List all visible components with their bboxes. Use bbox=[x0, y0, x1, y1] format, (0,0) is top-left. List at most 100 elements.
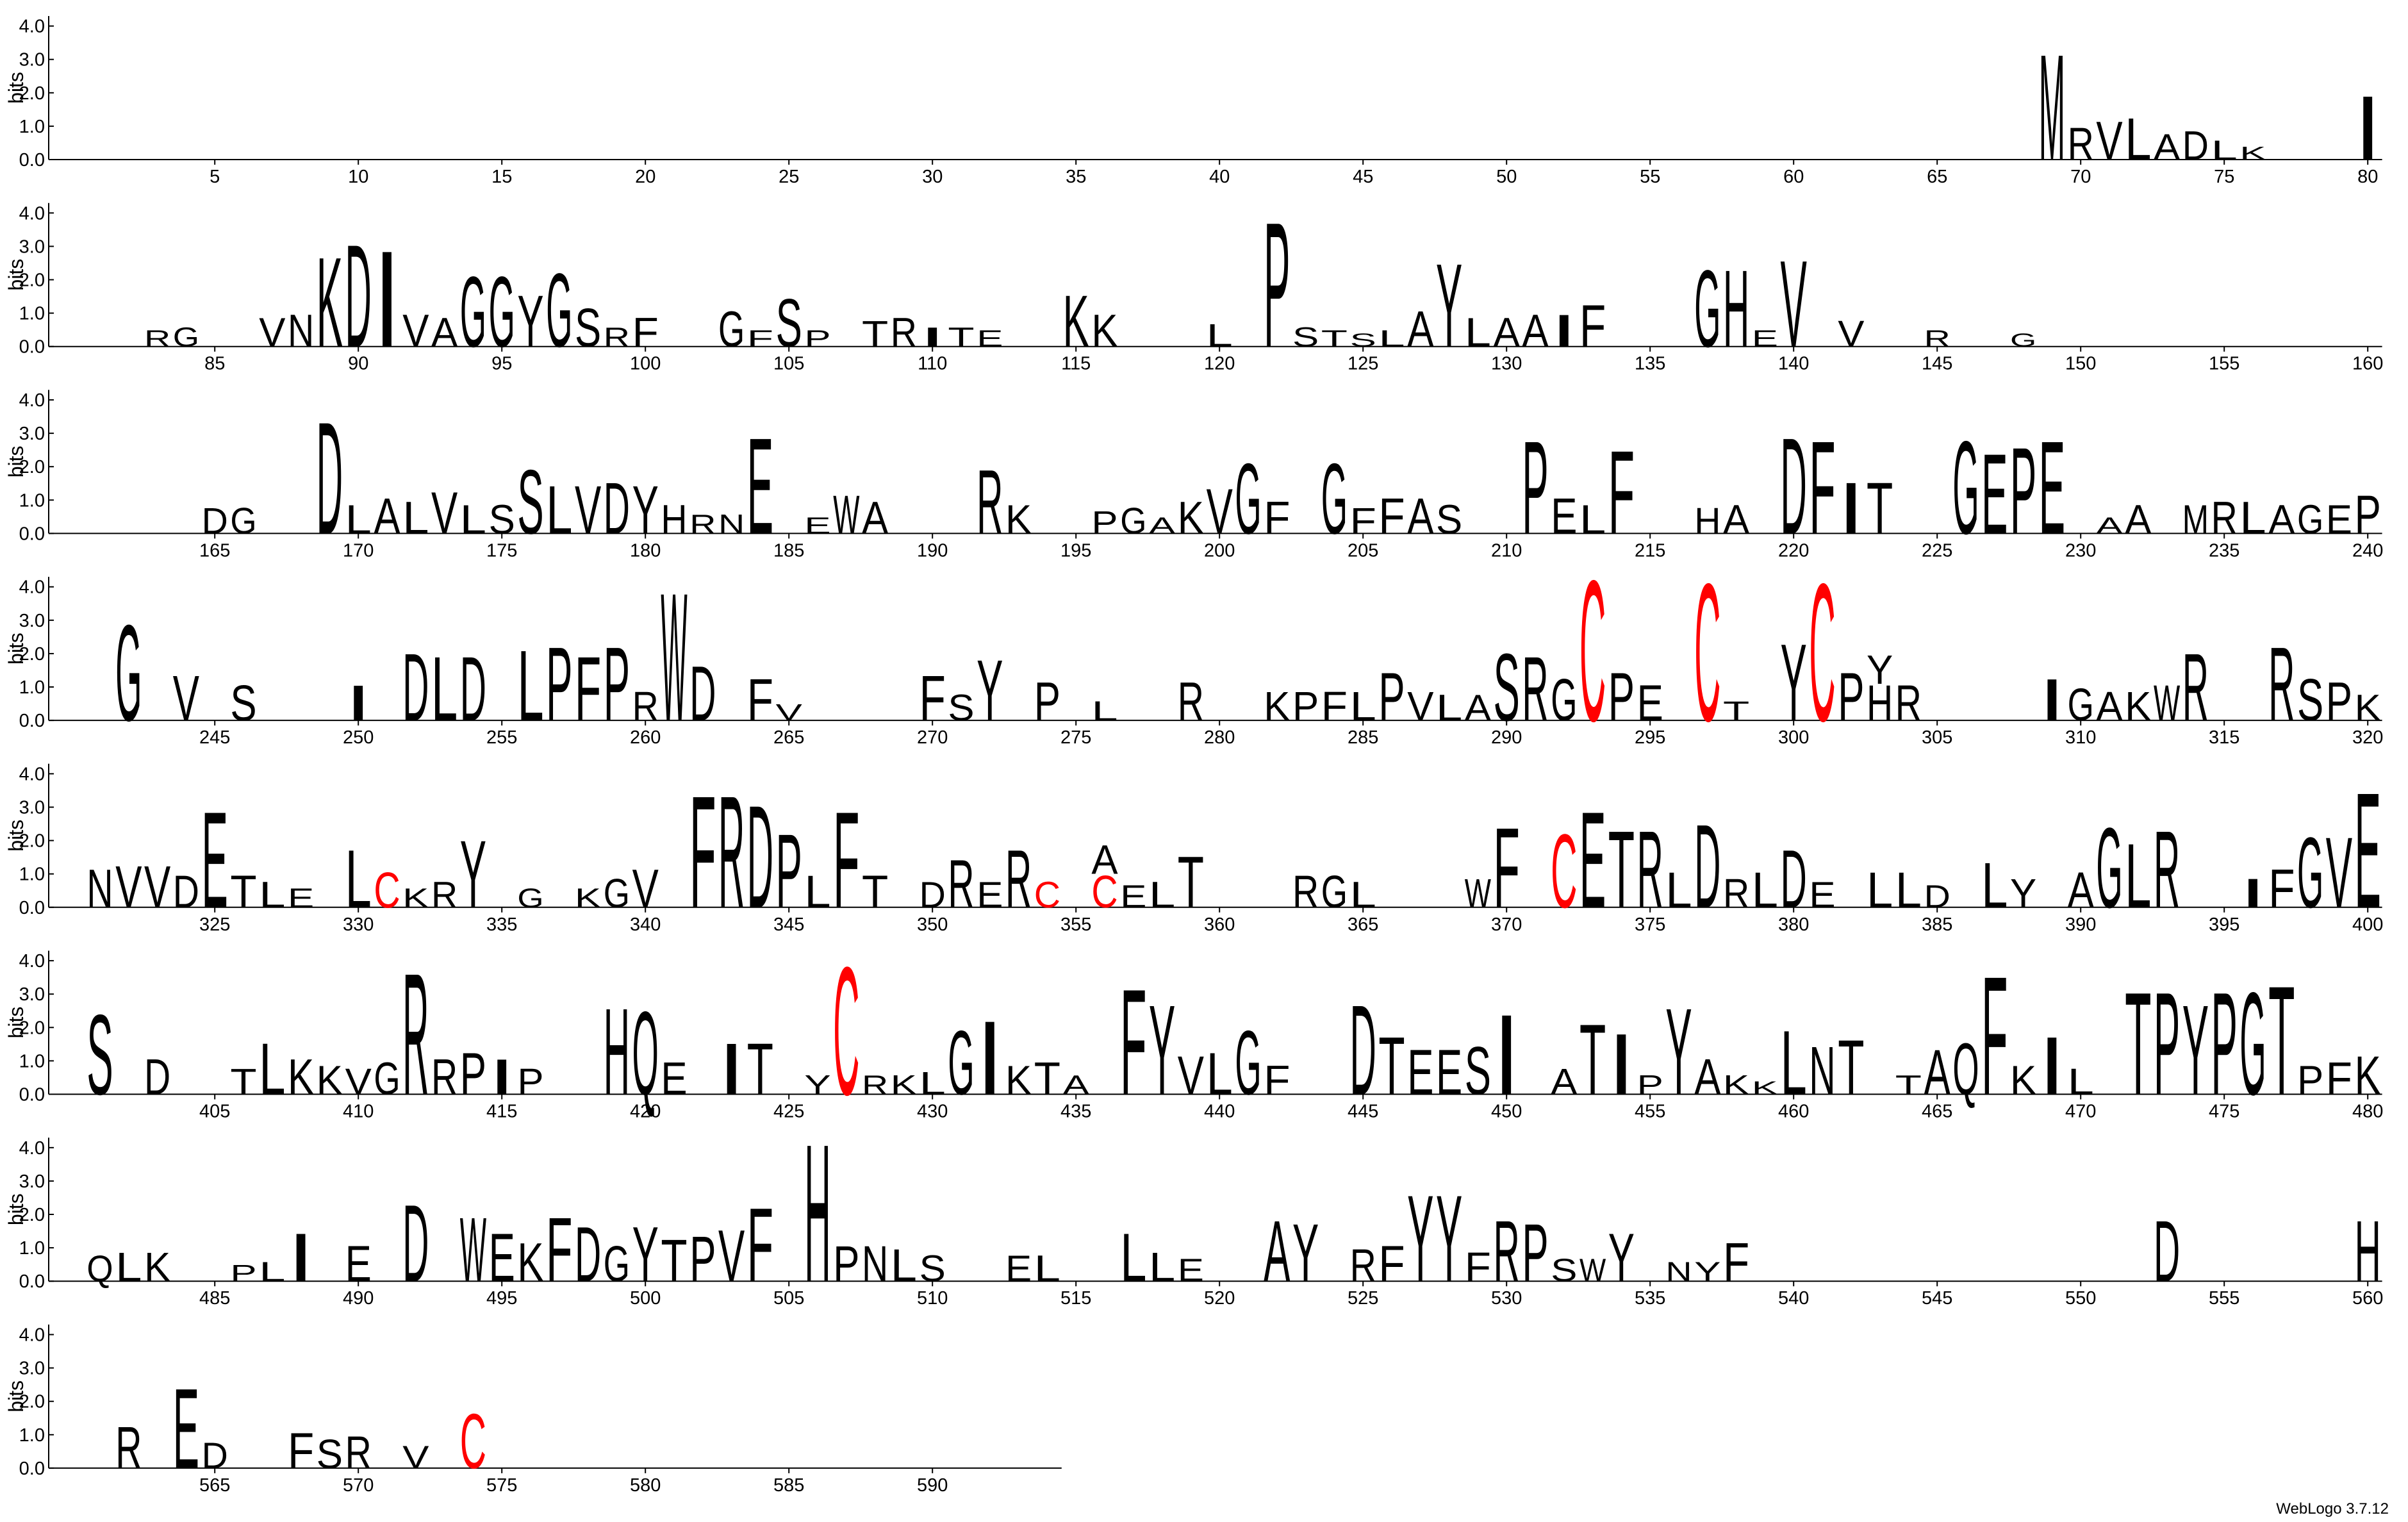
y-tick-label: 1.0 bbox=[19, 490, 45, 511]
logo-letter: C bbox=[460, 1398, 486, 1485]
y-tick-label: 0.0 bbox=[19, 1085, 45, 1105]
logo-letter: L bbox=[1091, 696, 1117, 727]
logo-letter: L bbox=[1350, 875, 1376, 916]
logo-letter: W bbox=[1465, 870, 1492, 916]
logo-letter: G bbox=[1120, 500, 1146, 542]
x-tick-label: 390 bbox=[2065, 914, 2096, 935]
logo-letter: N bbox=[718, 509, 745, 540]
logo-letter: W bbox=[661, 556, 687, 760]
x-tick-label: 550 bbox=[2065, 1288, 2096, 1309]
logo-letter: L bbox=[1034, 1248, 1060, 1289]
y-tick-label: 3.0 bbox=[19, 424, 45, 444]
y-tick-label: 0.0 bbox=[19, 1459, 45, 1479]
logo-letter: G bbox=[1551, 667, 1577, 733]
logo-letter: I bbox=[919, 322, 946, 352]
logo-letter: K bbox=[1264, 683, 1290, 729]
x-tick-label: 250 bbox=[343, 727, 374, 748]
logo-letter: R bbox=[1005, 834, 1032, 925]
x-tick-label: 500 bbox=[630, 1288, 661, 1309]
logo-letter: S bbox=[317, 1431, 343, 1477]
logo-letter: D bbox=[919, 875, 946, 916]
logo-letter: K bbox=[2125, 683, 2151, 729]
logo-letter: K bbox=[317, 1057, 343, 1103]
logo-letter: R bbox=[1522, 638, 1548, 741]
logo-letter: G bbox=[517, 882, 543, 913]
logo-letter: D bbox=[747, 775, 773, 939]
y-tick-label: 1.0 bbox=[19, 304, 45, 324]
logo-letter: E bbox=[1120, 878, 1146, 914]
x-tick-label: 220 bbox=[1778, 540, 1809, 561]
logo-letter: L bbox=[1207, 317, 1233, 353]
x-tick-label: 240 bbox=[2352, 540, 2383, 561]
logo-letter: D bbox=[1694, 800, 1720, 933]
x-tick-label: 365 bbox=[1348, 914, 1378, 935]
logo-letter: F bbox=[1264, 1057, 1290, 1103]
logo-letter: I bbox=[374, 224, 400, 376]
logo-letter: E bbox=[1178, 1252, 1204, 1288]
logo-letter: G bbox=[1235, 1012, 1261, 1114]
logo-letter: R bbox=[1723, 870, 1749, 916]
logo-letter: L bbox=[2125, 825, 2151, 927]
logo-letter: L bbox=[345, 496, 372, 542]
logo-letter: K bbox=[144, 1244, 170, 1290]
logo-letter: D bbox=[1350, 979, 1376, 1122]
logo-letter: A bbox=[431, 310, 458, 356]
logo-letter: E bbox=[288, 882, 314, 913]
logo-letter: Y bbox=[1867, 647, 1893, 693]
x-tick-label: 80 bbox=[2357, 167, 2378, 187]
x-tick-label: 75 bbox=[2214, 167, 2234, 187]
logo-letter: Y bbox=[632, 1211, 659, 1298]
logo-letter: I bbox=[1838, 467, 1864, 549]
logo-letter: P bbox=[1091, 504, 1117, 540]
logo-letter: R bbox=[402, 938, 429, 1132]
y-tick-label: 3.0 bbox=[19, 236, 45, 257]
logo-letter: Y bbox=[1436, 239, 1462, 372]
logo-letter: R bbox=[431, 1050, 458, 1105]
x-tick-label: 465 bbox=[1922, 1102, 1952, 1122]
y-axis-label: bits bbox=[4, 72, 28, 104]
x-tick-label: 5 bbox=[210, 167, 220, 187]
logo-letter: E bbox=[2355, 759, 2381, 943]
logo-letter: L bbox=[259, 1257, 285, 1287]
logo-letter: L bbox=[919, 1065, 946, 1101]
logo-letter: G bbox=[374, 1053, 400, 1104]
x-tick-label: 85 bbox=[204, 354, 225, 374]
logo-letter: T bbox=[1321, 326, 1348, 351]
logo-letter: L bbox=[1149, 875, 1175, 916]
x-tick-label: 555 bbox=[2209, 1288, 2239, 1309]
x-tick-label: 45 bbox=[1353, 167, 1373, 187]
logo-letter: F bbox=[632, 310, 659, 356]
logo-letter: S bbox=[489, 496, 515, 542]
logo-letter: F bbox=[1981, 941, 2008, 1130]
logo-letter: G bbox=[2096, 804, 2122, 932]
x-tick-label: 100 bbox=[630, 354, 661, 374]
y-tick-label: 4.0 bbox=[19, 17, 45, 37]
x-tick-label: 405 bbox=[199, 1102, 230, 1122]
logo-letter: R bbox=[144, 326, 170, 351]
logo-letter: P bbox=[776, 812, 802, 930]
logo-letter: D bbox=[202, 1435, 228, 1477]
logo-letter: V bbox=[575, 471, 601, 548]
x-tick-label: 300 bbox=[1778, 727, 1809, 748]
logo-letter: K bbox=[2355, 688, 2381, 729]
logo-letter: I bbox=[2355, 77, 2381, 179]
y-tick-label: 0.0 bbox=[19, 1271, 45, 1292]
logo-letter: D bbox=[202, 500, 228, 542]
x-tick-label: 590 bbox=[917, 1475, 948, 1496]
logo-letter: W bbox=[833, 484, 859, 545]
logo-letter: F bbox=[833, 784, 859, 937]
logo-letter: K bbox=[288, 1050, 314, 1105]
x-tick-label: 200 bbox=[1204, 540, 1235, 561]
logo-letter: G bbox=[460, 256, 486, 368]
x-tick-label: 475 bbox=[2209, 1102, 2239, 1122]
logo-letter: G bbox=[1694, 247, 1720, 370]
logo-letter: L bbox=[1207, 1041, 1233, 1107]
y-tick-label: 2.0 bbox=[19, 457, 45, 477]
x-tick-label: 60 bbox=[1783, 167, 1804, 187]
x-tick-label: 135 bbox=[1635, 354, 1665, 374]
x-tick-label: 15 bbox=[491, 167, 512, 187]
logo-letter: P bbox=[546, 625, 572, 743]
y-axis-label: bits bbox=[4, 633, 28, 665]
x-tick-label: 245 bbox=[199, 727, 230, 748]
logo-letter: E bbox=[489, 1219, 515, 1296]
